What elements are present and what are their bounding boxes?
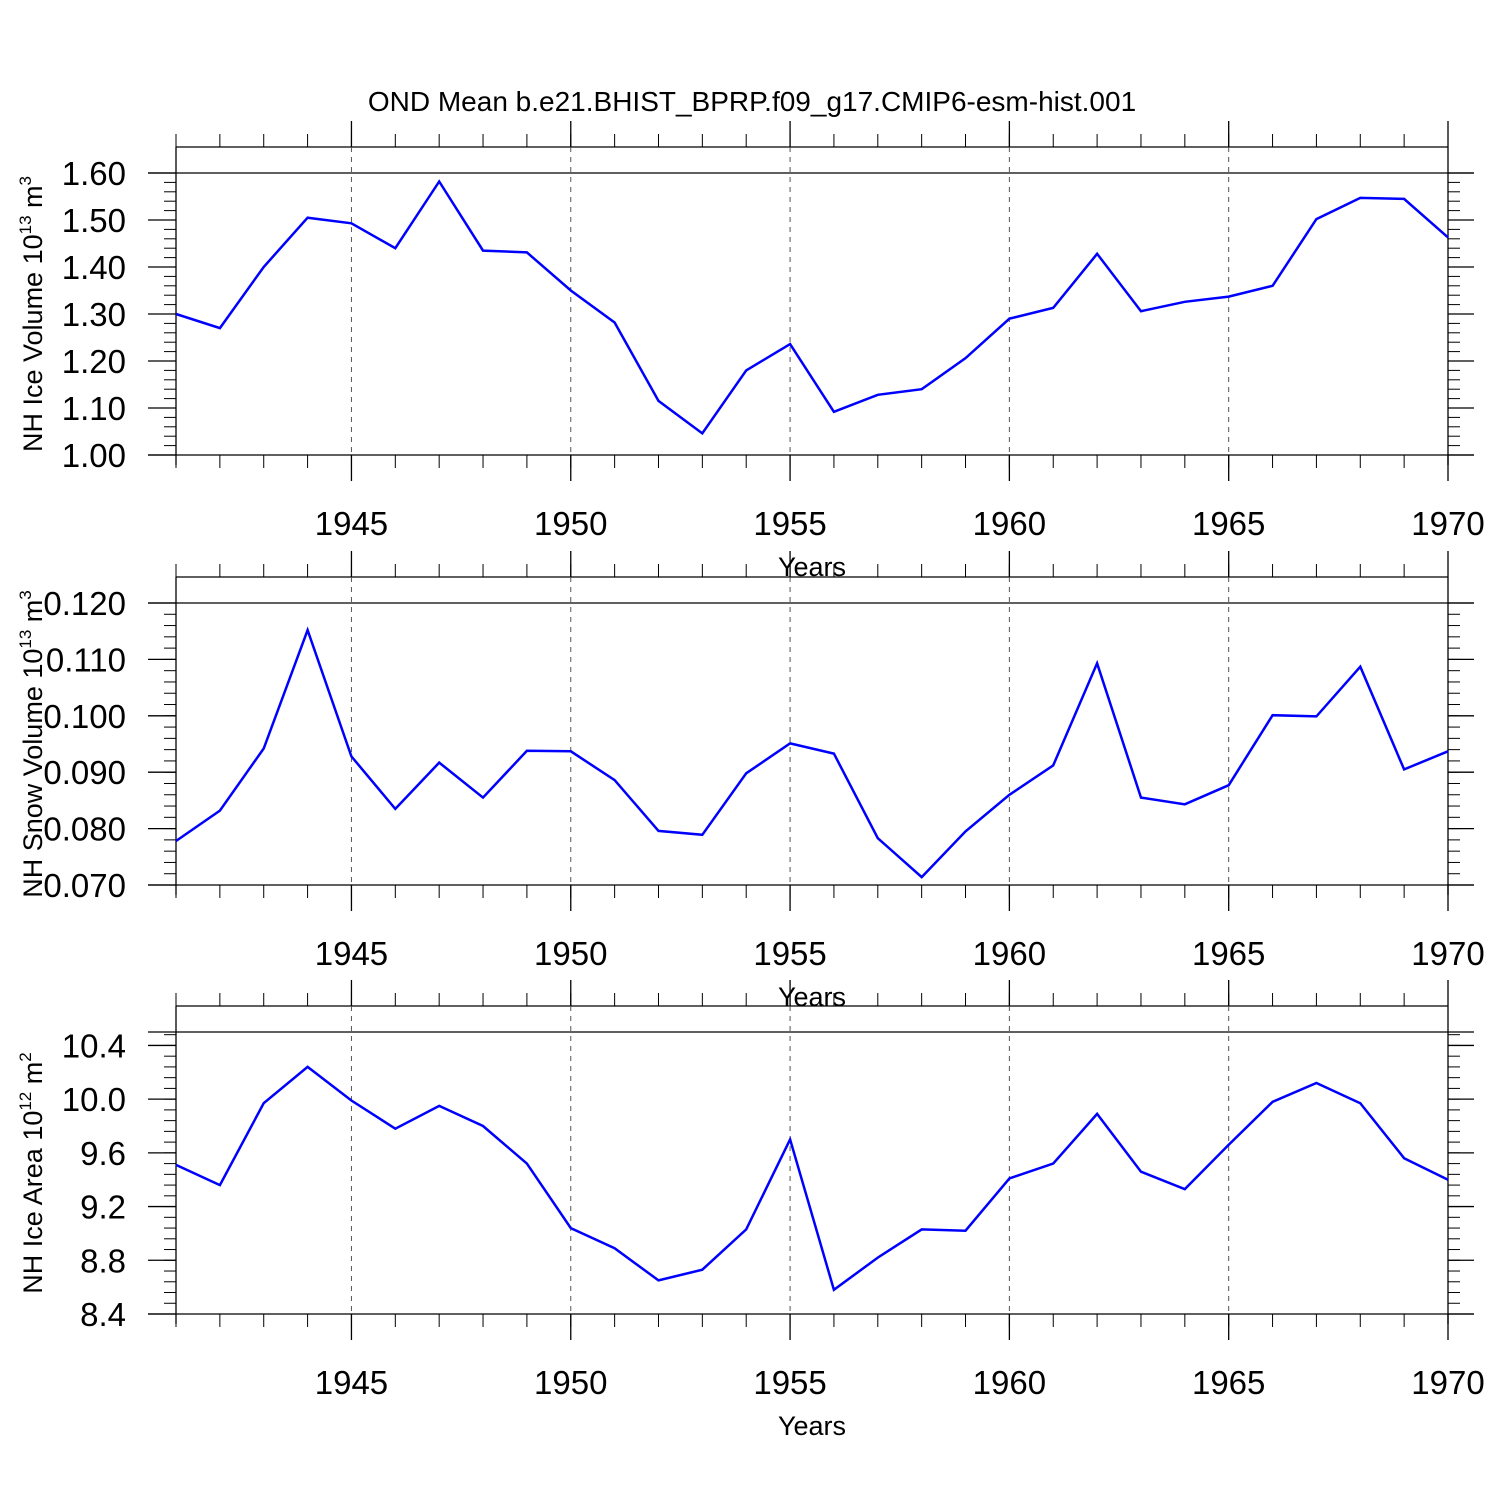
y-tick-label: 8.8 bbox=[80, 1242, 126, 1279]
x-tick-label: 1955 bbox=[753, 1364, 826, 1401]
y-tick-label: 0.120 bbox=[43, 585, 126, 622]
y-tick-label: 1.00 bbox=[62, 437, 126, 474]
x-tick-label: 1970 bbox=[1411, 935, 1484, 972]
x-tick-label: 1960 bbox=[973, 1364, 1046, 1401]
x-tick-label: 1970 bbox=[1411, 505, 1484, 542]
x-tick-label: 1950 bbox=[534, 1364, 607, 1401]
x-tick-label: 1955 bbox=[753, 935, 826, 972]
y-tick-label: 1.40 bbox=[62, 249, 126, 286]
y-tick-label: 1.30 bbox=[62, 296, 126, 333]
x-tick-label: 1965 bbox=[1192, 935, 1265, 972]
y-tick-label: 0.100 bbox=[43, 698, 126, 735]
x-tick-label: 1950 bbox=[534, 935, 607, 972]
x-tick-label: 1960 bbox=[973, 505, 1046, 542]
y-tick-label: 10.4 bbox=[62, 1027, 126, 1064]
panel-2: 1945 1950 1955 1960 1965 1970 0.070 0.080 0.090 0… bbox=[16, 551, 1485, 1012]
y-tick-label: 1.10 bbox=[62, 390, 126, 427]
panel-3: 1945 1950 1955 1960 1965 1970 8.4 8.8 9.2 9.6 10.0… bbox=[16, 980, 1485, 1441]
y-tick-label: 1.20 bbox=[62, 343, 126, 380]
x-tick-label: 1945 bbox=[315, 935, 388, 972]
panel-1: 1945 1950 1955 1960 1965 1970 1.00 1.10 1.20 1.30… bbox=[16, 121, 1485, 582]
x-axis-label: Years bbox=[778, 1411, 846, 1441]
y-tick-label: 9.2 bbox=[80, 1189, 126, 1226]
x-tick-label: 1970 bbox=[1411, 1364, 1484, 1401]
x-tick-label: 1955 bbox=[753, 505, 826, 542]
x-tick-label: 1960 bbox=[973, 935, 1046, 972]
y-tick-label: 0.090 bbox=[43, 754, 126, 791]
y-tick-label: 0.080 bbox=[43, 811, 126, 848]
y-tick-label: 9.6 bbox=[80, 1135, 126, 1172]
x-tick-label: 1965 bbox=[1192, 1364, 1265, 1401]
x-tick-label: 1945 bbox=[315, 505, 388, 542]
y-axis-label: NH Ice Area 1012 m2 bbox=[16, 1052, 48, 1293]
y-axis-label: NH Ice Volume 1013 m3 bbox=[16, 176, 48, 452]
chart-title: OND Mean b.e21.BHIST_BPRP.f09_g17.CMIP6-… bbox=[368, 86, 1136, 117]
y-tick-label: 1.50 bbox=[62, 202, 126, 239]
y-tick-label: 1.60 bbox=[62, 155, 126, 192]
y-axis-label: NH Snow Volume 1013 m3 bbox=[16, 590, 48, 898]
y-tick-label: 8.4 bbox=[80, 1296, 126, 1333]
y-tick-label: 0.110 bbox=[46, 641, 126, 678]
series-line bbox=[175, 1065, 1449, 1292]
x-axis-label: Years bbox=[778, 982, 846, 1012]
series-line bbox=[175, 626, 1449, 879]
series-line bbox=[175, 179, 1449, 436]
y-tick-label: 0.070 bbox=[43, 867, 126, 904]
x-tick-label: 1950 bbox=[534, 505, 607, 542]
x-tick-label: 1945 bbox=[315, 1364, 388, 1401]
x-tick-label: 1965 bbox=[1192, 505, 1265, 542]
y-tick-label: 10.0 bbox=[62, 1081, 126, 1118]
